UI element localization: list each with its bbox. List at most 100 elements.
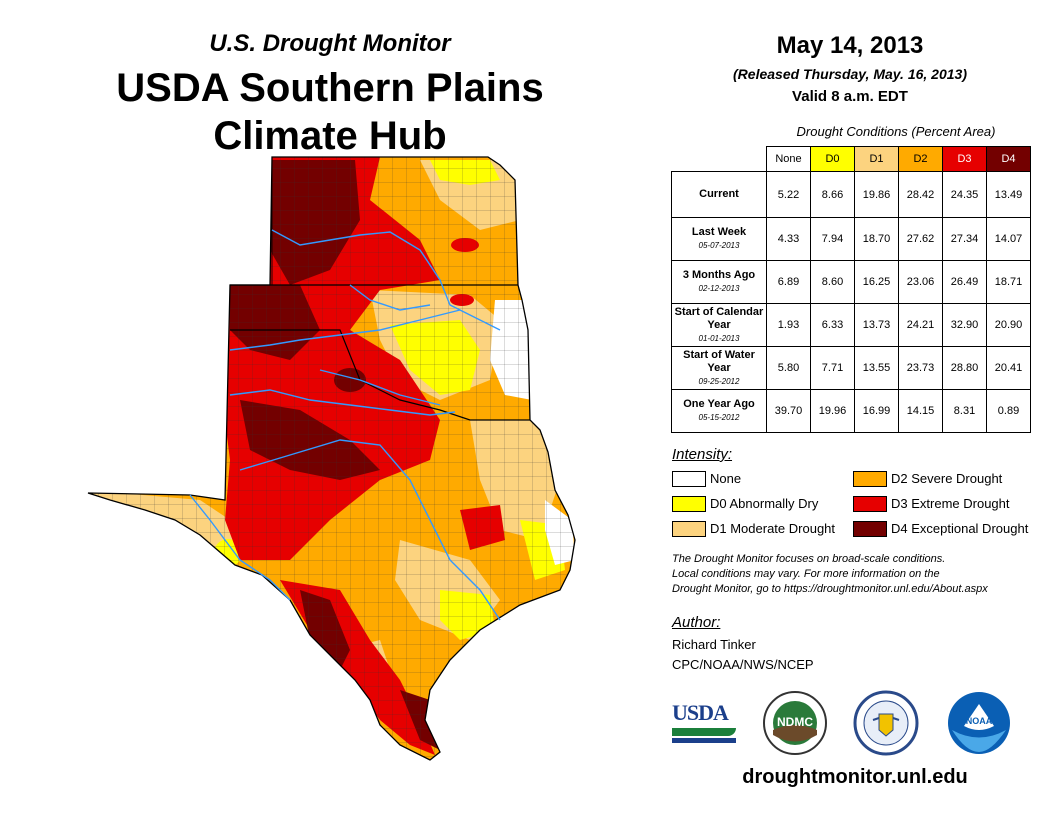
map-date: May 14, 2013 [776, 32, 924, 59]
note-line1: The Drought Monitor focuses on broad-sca… [672, 553, 946, 565]
legend-swatch [672, 471, 706, 487]
cell-d1: 16.25 [854, 260, 899, 304]
cell-d2: 28.42 [898, 171, 943, 218]
table-row: 3 Months Ago 02-12-2013 6.89 8.60 16.25 23.06… [671, 260, 1031, 304]
cell-d0: 7.94 [810, 217, 855, 261]
legend-label: D2 Severe Drought [891, 471, 1003, 486]
noaa-logo-text: NOAA [966, 716, 993, 726]
cell-d1: 13.73 [854, 303, 899, 347]
cell-none: 4.33 [766, 217, 811, 261]
cell-none: 5.22 [766, 171, 811, 218]
table-row: Start of Water Year 09-25-2012 5.80 7.71 13.… [671, 346, 1031, 390]
cell-d1: 18.70 [854, 217, 899, 261]
table-row: One Year Ago 05-15-2012 39.70 19.96 16.99 14.… [671, 389, 1031, 433]
cell-d2: 23.06 [898, 260, 943, 304]
table-caption: Drought Conditions (Percent Area) [796, 124, 996, 139]
cell-d4: 14.07 [986, 217, 1031, 261]
row-label-text: Current [699, 188, 739, 200]
legend-label: D1 Moderate Drought [710, 521, 836, 536]
author-name: Richard Tinker [672, 637, 756, 652]
row-label-text: Last Week [691, 226, 747, 238]
cell-d3: 27.34 [942, 217, 987, 261]
row-label: 3 Months Ago 02-12-2013 [671, 260, 767, 304]
table-row: Start of Calendar Year 01-01-2013 1.93 6.33… [671, 303, 1031, 347]
drought-map [87, 156, 576, 761]
cell-none: 39.70 [766, 389, 811, 433]
row-label-text: Start of Calendar Year [674, 305, 764, 331]
page-title-line1: USDA Southern Plains [116, 66, 544, 110]
cell-d0: 8.66 [810, 171, 855, 218]
cell-d4: 20.41 [986, 346, 1031, 390]
footer-url[interactable]: droughtmonitor.unl.edu [742, 766, 968, 788]
row-label: Last Week 05-07-2013 [671, 217, 767, 261]
cell-none: 6.89 [766, 260, 811, 304]
cell-d1: 13.55 [854, 346, 899, 390]
note-line2: Local conditions may vary. For more info… [672, 568, 940, 580]
column-header-d3: D3 [942, 146, 987, 172]
legend-swatch [853, 496, 887, 512]
ndmc-logo: NDMC [763, 691, 827, 755]
cell-d3: 26.49 [942, 260, 987, 304]
usda-logo: USDA [672, 700, 736, 748]
row-label: Current [671, 171, 767, 218]
column-header-d1: D1 [854, 146, 899, 172]
subtitle: U.S. Drought Monitor [209, 30, 451, 57]
row-label-text: One Year Ago [683, 398, 755, 410]
legend-label: D4 Exceptional Drought [891, 521, 1029, 536]
column-header-d2: D2 [898, 146, 943, 172]
author-heading: Author: [672, 614, 721, 631]
cell-d2: 14.15 [898, 389, 943, 433]
row-label: Start of Water Year 09-25-2012 [671, 346, 767, 390]
row-date: 05-15-2012 [698, 413, 740, 422]
corner-cell [672, 147, 767, 172]
disclaimer-note: The Drought Monitor focuses on broad-sca… [672, 552, 1042, 597]
column-header-d4: D4 [986, 146, 1031, 172]
legend-swatch [853, 521, 887, 537]
row-date: 02-12-2013 [698, 284, 740, 293]
note-line3: Drought Monitor, go to https://droughtmo… [672, 583, 988, 595]
row-date: 01-01-2013 [698, 333, 740, 343]
legend-heading: Intensity: [672, 446, 733, 463]
rivers [189, 229, 501, 621]
cell-none: 1.93 [766, 303, 811, 347]
page-title-line2: Climate Hub [213, 114, 447, 158]
cell-none: 5.80 [766, 346, 811, 390]
legend-swatch [853, 471, 887, 487]
cell-d0: 6.33 [810, 303, 855, 347]
drought-conditions-table: None D0 D1 D2 D3 D4 Current 5.22 8.66 19.86 28.42… [671, 146, 1031, 433]
ndmc-logo-text: NDMC [777, 715, 813, 729]
cell-d2: 27.62 [898, 217, 943, 261]
noaa-logo: NOAA [948, 692, 1010, 754]
cell-d3: 32.90 [942, 303, 987, 347]
cell-d1: 16.99 [854, 389, 899, 433]
usda-logo-text: USDA [672, 700, 729, 725]
cell-d3: 28.80 [942, 346, 987, 390]
table-row: Last Week 05-07-2013 4.33 7.94 18.70 27.62 27.… [671, 217, 1031, 261]
valid-time: Valid 8 a.m. EDT [792, 88, 908, 105]
legend-label: D3 Extreme Drought [891, 496, 1010, 511]
commerce-seal [853, 690, 919, 756]
row-label-text: 3 Months Ago [682, 269, 756, 281]
cell-d2: 23.73 [898, 346, 943, 390]
row-date: 09-25-2012 [698, 376, 740, 386]
row-label: Start of Calendar Year 01-01-2013 [671, 303, 767, 347]
cell-d2: 24.21 [898, 303, 943, 347]
legend-swatch [672, 521, 706, 537]
column-header-none: None [766, 146, 811, 172]
cell-d4: 0.89 [986, 389, 1031, 433]
row-label: One Year Ago 05-15-2012 [671, 389, 767, 433]
table-row: Current 5.22 8.66 19.86 28.42 24.35 13.49 [671, 171, 1031, 218]
cell-d0: 8.60 [810, 260, 855, 304]
cell-d3: 8.31 [942, 389, 987, 433]
legend-label: None [710, 471, 742, 486]
table-header-row: None D0 D1 D2 D3 D4 [672, 146, 1031, 172]
author-organization: CPC/NOAA/NWS/NCEP [672, 657, 814, 672]
release-date: (Released Thursday, May. 16, 2013) [733, 66, 967, 82]
legend-swatch [672, 496, 706, 512]
column-header-d0: D0 [810, 146, 855, 172]
row-date: 05-07-2013 [698, 241, 740, 250]
cell-d1: 19.86 [854, 171, 899, 218]
cell-d4: 13.49 [986, 171, 1031, 218]
legend-label: D0 Abnormally Dry [710, 496, 819, 511]
cell-d0: 7.71 [810, 346, 855, 390]
